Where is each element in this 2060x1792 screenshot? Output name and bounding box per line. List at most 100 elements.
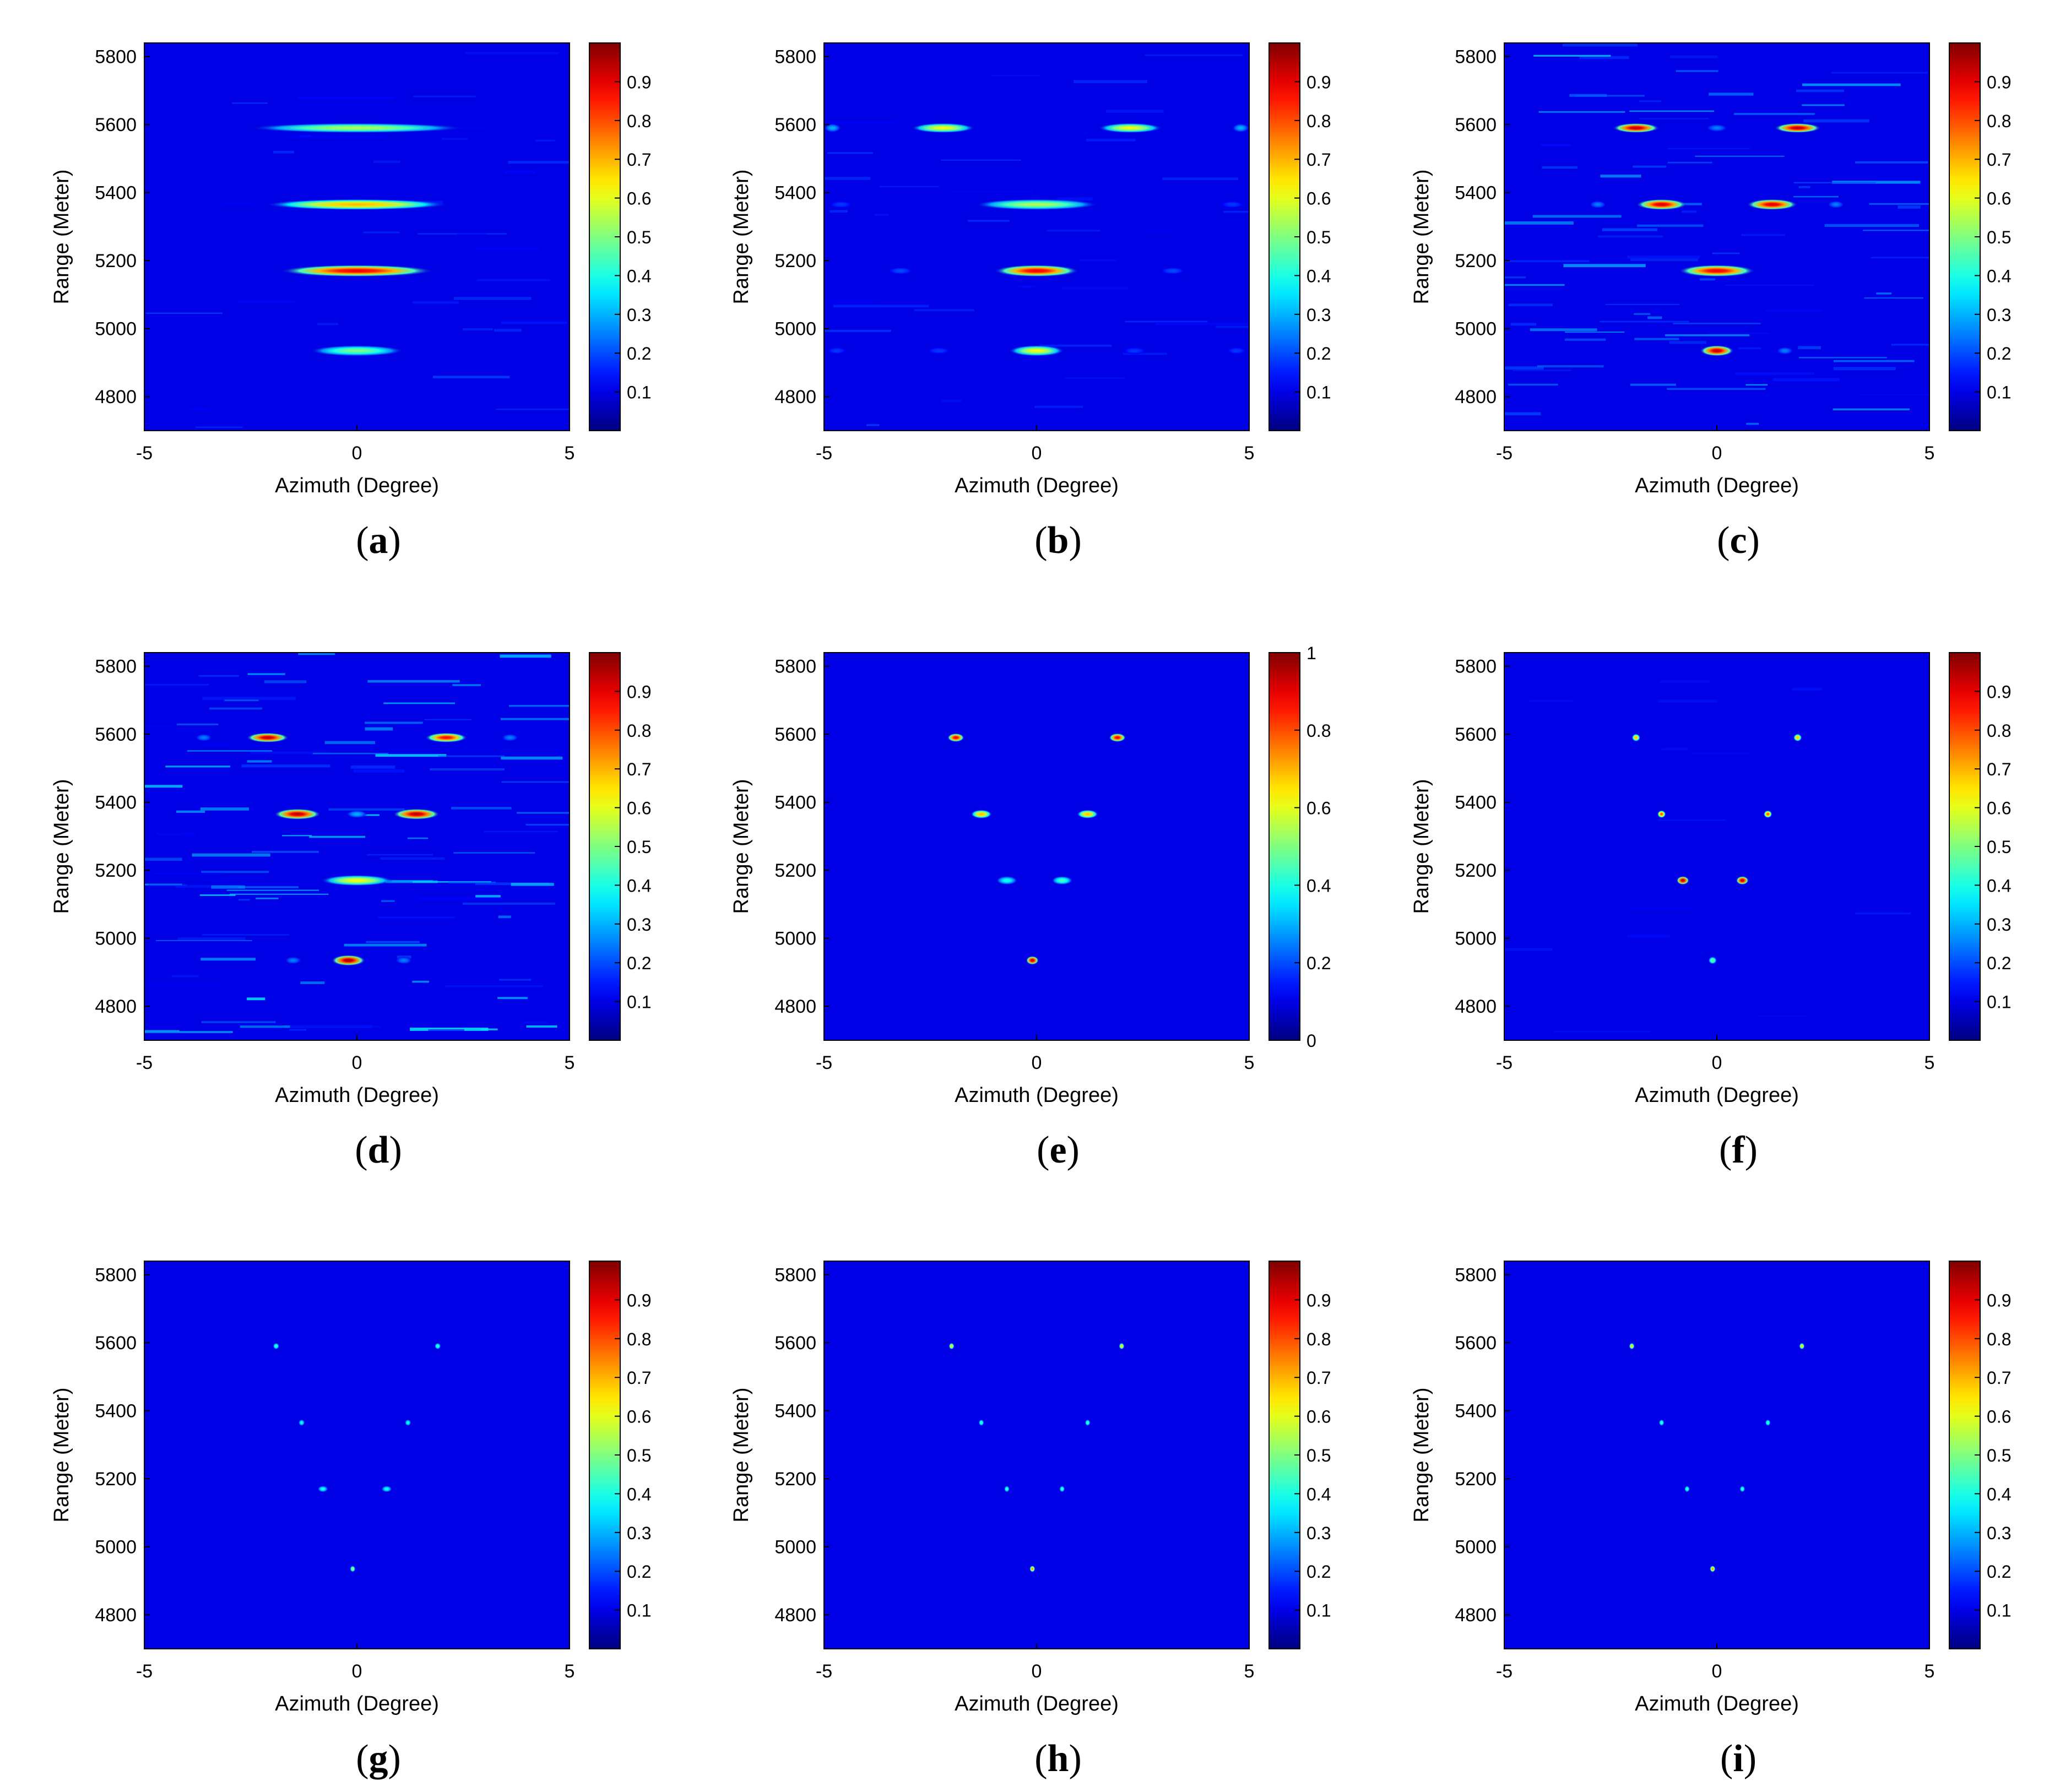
target-response xyxy=(1684,1485,1690,1492)
x-axis-label: Azimuth (Degree) xyxy=(1635,474,1799,497)
clutter-streak xyxy=(452,684,481,687)
clutter-streak xyxy=(1569,94,1607,97)
target-response xyxy=(1739,1485,1745,1492)
clutter-streak xyxy=(535,139,555,142)
x-tick-label: 5 xyxy=(1925,443,1935,464)
colorbar-tick-label: 0.2 xyxy=(1307,344,1331,363)
colorbar-tick-label: 0.1 xyxy=(627,1601,651,1621)
colorbar-tick-label: 0 xyxy=(1307,1031,1316,1051)
colorbar-tick-label: 0.2 xyxy=(1307,953,1331,973)
target-response xyxy=(1700,345,1734,356)
clutter-streak xyxy=(866,424,880,426)
colorbar-tick-label: 0.2 xyxy=(1307,1562,1331,1582)
y-tick-label: 5200 xyxy=(95,1469,137,1490)
clutter-streak xyxy=(344,943,427,947)
clutter-streak xyxy=(224,699,259,702)
target-response xyxy=(1077,810,1098,819)
clutter-streak xyxy=(1223,210,1249,213)
clutter-streak xyxy=(1746,422,1759,425)
clutter-streak xyxy=(1564,338,1606,341)
clutter-streak xyxy=(1792,687,1823,691)
target-response xyxy=(1612,123,1660,133)
clutter-streak xyxy=(941,159,1021,161)
clutter-streak xyxy=(383,702,455,704)
clutter-streak xyxy=(240,1025,290,1028)
colorbar-tick-label: 0.4 xyxy=(1987,876,2011,895)
clutter-streak xyxy=(144,1031,233,1033)
clutter-streak xyxy=(1562,43,1638,47)
colorbar-tick-label: 0.5 xyxy=(1987,837,2011,857)
clutter-streak xyxy=(496,409,570,410)
clutter-streak xyxy=(1047,230,1101,232)
x-tick-label: 5 xyxy=(565,1052,575,1073)
clutter-streak xyxy=(373,160,401,163)
clutter-streak xyxy=(1141,230,1177,232)
target-response xyxy=(346,810,368,818)
y-tick-label: 4800 xyxy=(774,1605,816,1626)
target-response xyxy=(1109,733,1126,742)
clutter-streak xyxy=(201,871,269,873)
y-tick-label: 5400 xyxy=(1455,1401,1497,1422)
clutter-streak xyxy=(1634,338,1679,340)
target-response xyxy=(1219,200,1245,209)
x-axis-label: Azimuth (Degree) xyxy=(1635,1084,1799,1107)
target-response xyxy=(1799,1343,1805,1350)
x-tick-label: 0 xyxy=(352,1052,362,1073)
clutter-streak xyxy=(1510,323,1537,326)
heatmap-background xyxy=(144,43,570,431)
clutter-streak xyxy=(1508,303,1553,306)
target-response xyxy=(1747,199,1798,210)
x-tick-label: 5 xyxy=(1925,1661,1935,1682)
clutter-streak xyxy=(145,312,223,314)
clutter-streak xyxy=(156,832,196,836)
clutter-streak xyxy=(1661,747,1688,751)
colorbar-tick-label: 0.5 xyxy=(627,1446,651,1465)
clutter-streak xyxy=(1681,210,1697,213)
clutter-streak xyxy=(375,754,447,757)
y-tick-label: 4800 xyxy=(95,387,137,408)
clutter-streak xyxy=(191,408,209,410)
y-tick-label: 5200 xyxy=(1455,251,1497,271)
clutter-streak xyxy=(230,893,329,895)
clutter-streak xyxy=(967,220,1010,222)
clutter-streak xyxy=(297,96,395,99)
clutter-streak xyxy=(1802,83,1901,86)
target-response xyxy=(947,733,964,742)
heatmap-plot xyxy=(948,1343,1125,1572)
y-tick-label: 5600 xyxy=(1455,724,1497,745)
x-tick-label: -5 xyxy=(816,1052,832,1073)
clutter-streak xyxy=(286,135,385,139)
panel-d: 4800 5000 5200 5400 5600 5800 -5 0 5 Azimuth (Deg… xyxy=(50,652,651,1171)
clutter-streak xyxy=(198,675,239,677)
target-response xyxy=(1827,200,1845,209)
colorbar-tick-label: 0.6 xyxy=(627,189,651,209)
y-tick-label: 5000 xyxy=(774,1537,816,1558)
clutter-streak xyxy=(298,653,335,655)
colorbar-tick-label: 0.6 xyxy=(1307,1407,1331,1427)
clutter-streak xyxy=(1575,95,1645,97)
clutter-streak xyxy=(1824,224,1920,227)
colorbar-tick-label: 0.2 xyxy=(1987,1562,2011,1582)
y-tick-label: 5800 xyxy=(774,47,816,68)
x-tick-label: -5 xyxy=(816,1661,832,1682)
clutter-streak xyxy=(499,979,532,981)
target-response xyxy=(826,346,848,355)
x-tick-label: 0 xyxy=(1712,1052,1722,1073)
target-response xyxy=(1676,876,1689,885)
clutter-streak xyxy=(1699,278,1716,281)
colorbar-tick-label: 0.9 xyxy=(1987,682,2011,702)
colorbar-tick-label: 0.4 xyxy=(1307,1484,1331,1504)
clutter-streak xyxy=(238,886,299,888)
colorbar-tick-label: 0.7 xyxy=(1307,150,1331,170)
clutter-streak xyxy=(410,1028,489,1031)
clutter-streak xyxy=(300,981,325,984)
clutter-streak xyxy=(508,161,570,164)
clutter-streak xyxy=(991,74,1040,77)
clutter-streak xyxy=(238,899,250,901)
x-tick-label: -5 xyxy=(136,1052,153,1073)
y-tick-label: 4800 xyxy=(95,1605,137,1626)
colorbar-tick-label: 0.1 xyxy=(1987,383,2011,403)
clutter-streak xyxy=(1876,292,1892,295)
colorbar-tick-label: 0.3 xyxy=(627,915,651,935)
